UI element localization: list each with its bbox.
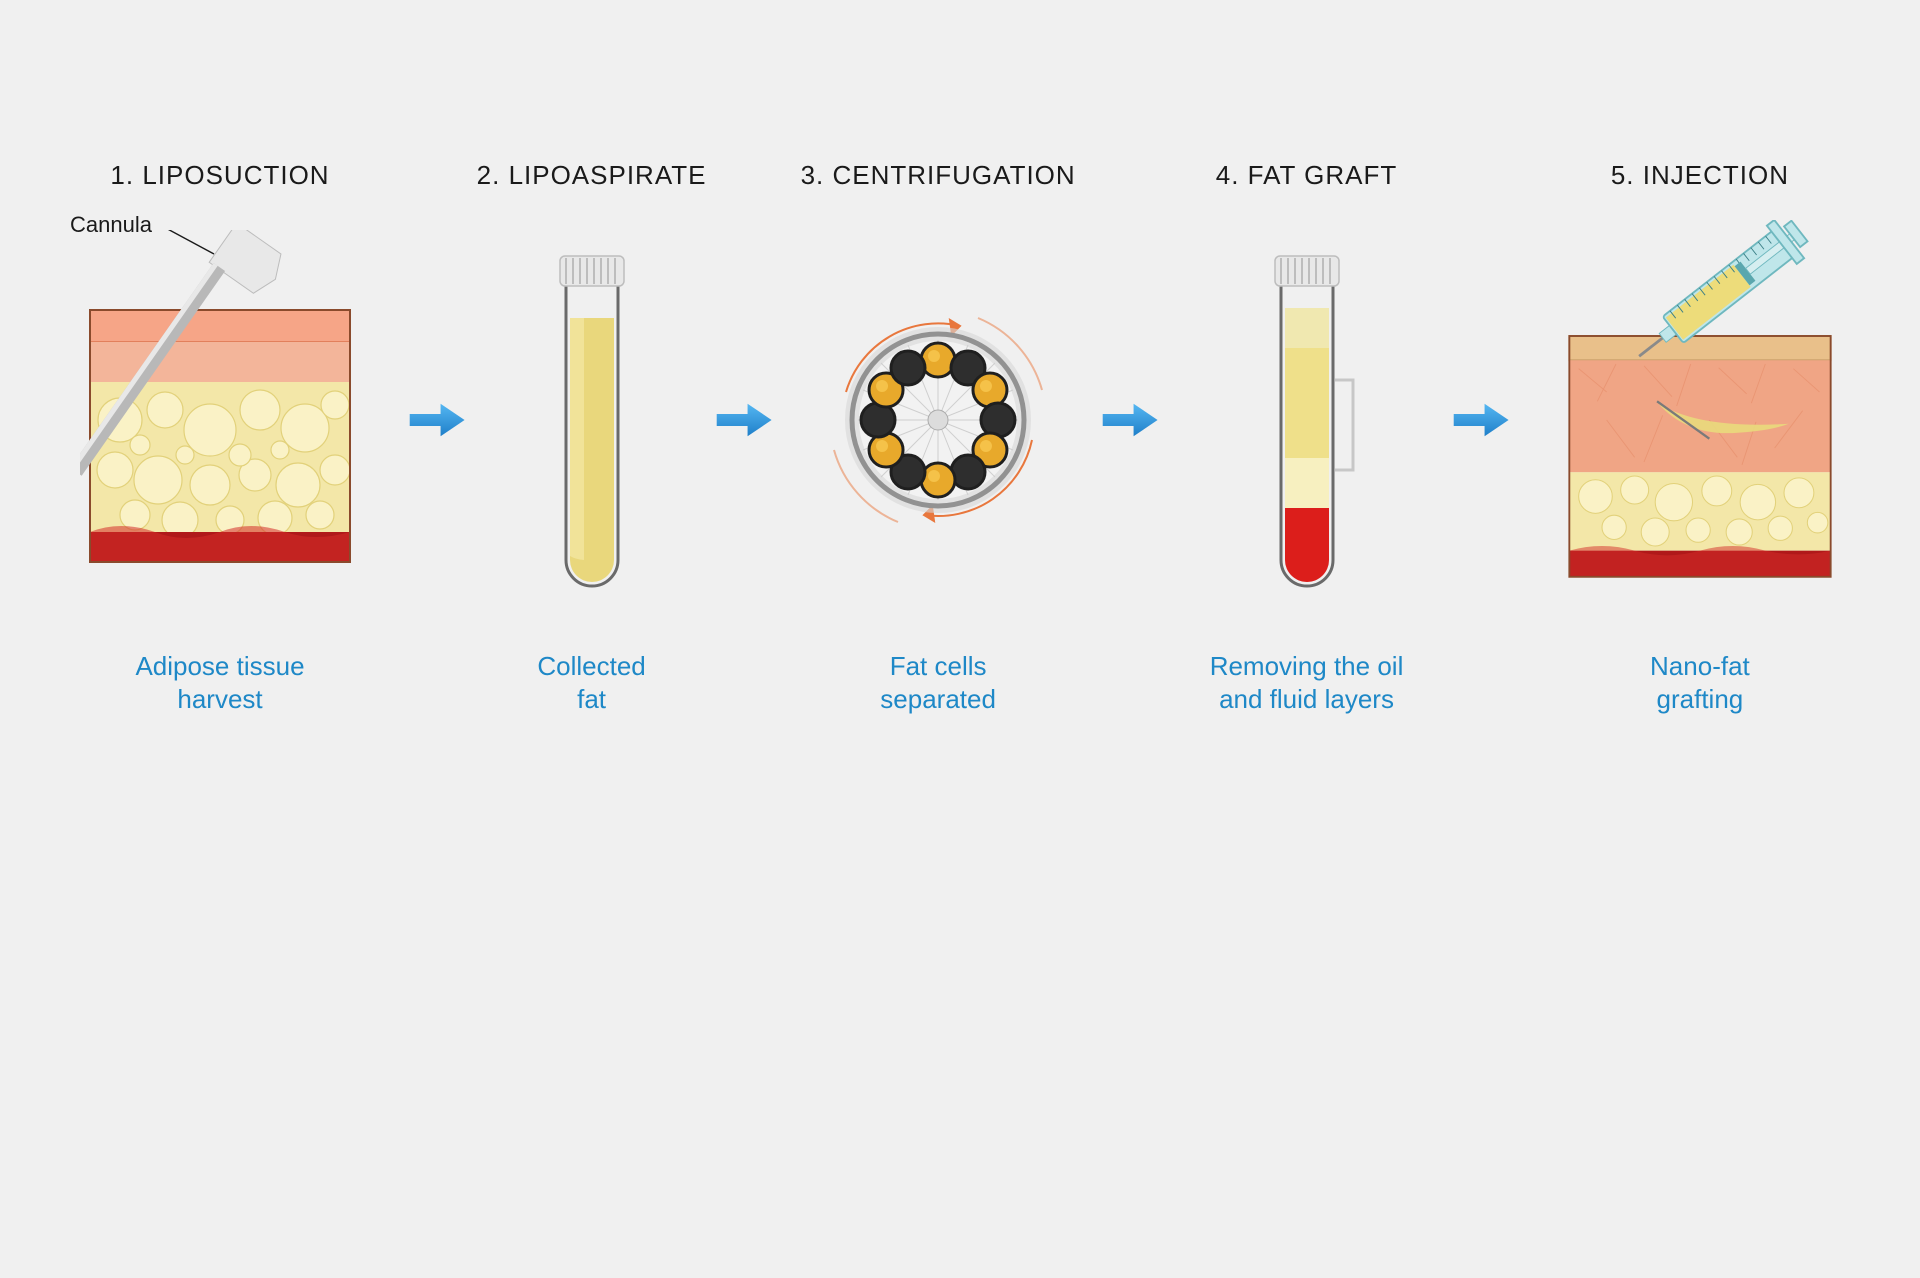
step-5-num: 5. bbox=[1611, 160, 1635, 190]
step-3: 3. CENTRIFUGATION bbox=[823, 230, 1053, 715]
arrow-icon bbox=[408, 395, 468, 445]
step-3-caption: Fat cells separated bbox=[880, 650, 996, 715]
step-2: 2. LIPOASPIRATE bbox=[517, 230, 667, 715]
step-2-label: LIPOASPIRATE bbox=[509, 160, 707, 190]
cannula-annotation: Cannula bbox=[70, 212, 152, 238]
arrow-1 bbox=[408, 230, 468, 610]
step-1-illustration: Cannula bbox=[80, 230, 360, 610]
step-1-num: 1. bbox=[110, 160, 134, 190]
step-5: 5. INJECTION bbox=[1560, 230, 1840, 715]
step-4-illustration bbox=[1222, 230, 1392, 610]
step-1-label: LIPOSUCTION bbox=[142, 160, 329, 190]
step-5-illustration bbox=[1560, 230, 1840, 610]
step-2-num: 2. bbox=[477, 160, 501, 190]
arrow-2 bbox=[715, 230, 775, 610]
centrifuge-svg bbox=[823, 230, 1053, 610]
step-2-caption: Collected fat bbox=[537, 650, 645, 715]
arrow-icon bbox=[1101, 395, 1161, 445]
step-2-illustration bbox=[517, 230, 667, 610]
injection-svg bbox=[1560, 220, 1840, 620]
step-4-label: FAT GRAFT bbox=[1248, 160, 1398, 190]
arrow-icon bbox=[1452, 395, 1512, 445]
step-3-title: 3. CENTRIFUGATION bbox=[801, 160, 1076, 191]
arrow-3 bbox=[1101, 230, 1161, 610]
step-4-num: 4. bbox=[1216, 160, 1240, 190]
step-4-caption: Removing the oil and fluid layers bbox=[1210, 650, 1404, 715]
step-4: 4. FAT GRAFT bbox=[1210, 230, 1404, 715]
step-5-caption: Nano-fat grafting bbox=[1650, 650, 1750, 715]
arrow-4 bbox=[1452, 230, 1512, 610]
step-1: 1. LIPOSUCTION Cannula bbox=[80, 230, 360, 715]
step-1-caption: Adipose tissue harvest bbox=[135, 650, 304, 715]
tube-separated-svg bbox=[1237, 230, 1377, 610]
arrow-icon bbox=[715, 395, 775, 445]
step-5-label: INJECTION bbox=[1643, 160, 1789, 190]
liposuction-svg bbox=[80, 230, 360, 610]
step-3-label: CENTRIFUGATION bbox=[832, 160, 1075, 190]
steps-row: 1. LIPOSUCTION Cannula bbox=[50, 230, 1870, 715]
step-3-num: 3. bbox=[801, 160, 825, 190]
step-3-illustration bbox=[823, 230, 1053, 610]
step-4-title: 4. FAT GRAFT bbox=[1216, 160, 1398, 191]
step-1-title: 1. LIPOSUCTION bbox=[110, 160, 329, 191]
step-2-title: 2. LIPOASPIRATE bbox=[477, 160, 707, 191]
diagram-stage: 1. LIPOSUCTION Cannula bbox=[50, 50, 1870, 1228]
tube-collected-svg bbox=[532, 230, 652, 610]
step-5-title: 5. INJECTION bbox=[1611, 160, 1789, 191]
